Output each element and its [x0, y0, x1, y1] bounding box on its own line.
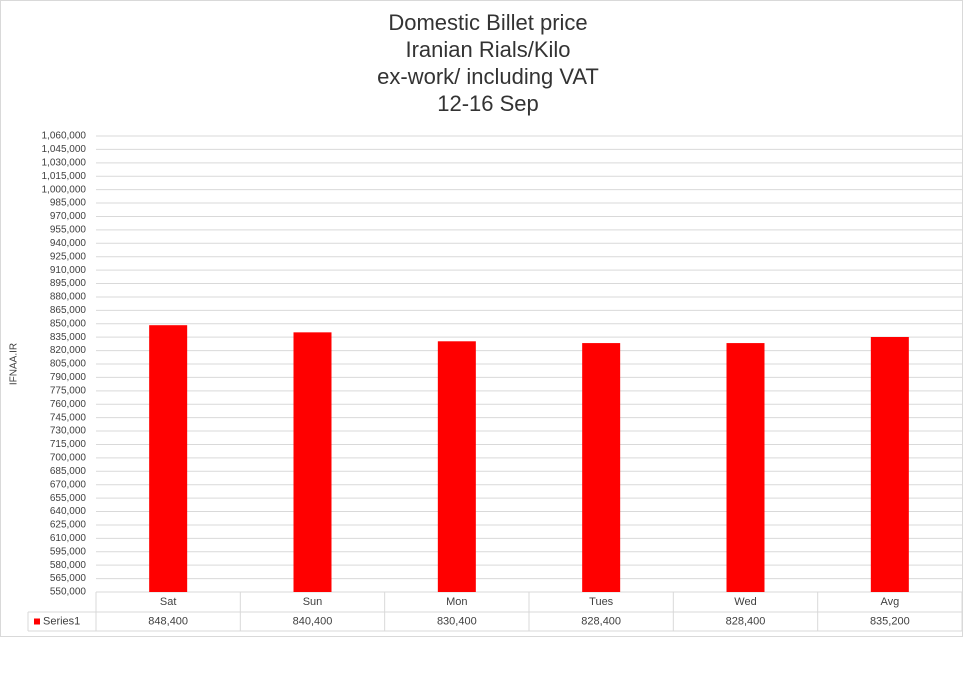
- y-tick-label: 655,000: [50, 493, 87, 504]
- value-label: 840,400: [293, 615, 333, 627]
- chart-title: ex-work/ including VAT: [377, 64, 599, 89]
- y-tick-label: 940,000: [50, 238, 87, 249]
- y-tick-label: 880,000: [50, 292, 87, 303]
- bar: [870, 336, 909, 592]
- x-tick-label: Sat: [160, 596, 177, 608]
- value-label: 828,400: [581, 615, 621, 627]
- bar: [149, 325, 188, 592]
- value-label: 848,400: [148, 615, 188, 627]
- y-tick-label: 865,000: [50, 305, 87, 316]
- x-tick-label: Sun: [303, 596, 323, 608]
- y-tick-label: 805,000: [50, 359, 87, 370]
- y-tick-label: 745,000: [50, 412, 87, 423]
- y-tick-label: 565,000: [50, 573, 87, 584]
- y-tick-label: 1,045,000: [42, 144, 87, 155]
- x-tick-label: Tues: [589, 596, 614, 608]
- value-label: 828,400: [726, 615, 766, 627]
- y-axis-label: IFNAA.IR: [9, 343, 20, 385]
- bar: [726, 343, 765, 592]
- y-tick-label: 670,000: [50, 479, 87, 490]
- y-tick-label: 1,000,000: [42, 184, 87, 195]
- x-tick-label: Mon: [446, 596, 467, 608]
- y-tick-label: 985,000: [50, 198, 87, 209]
- y-tick-label: 895,000: [50, 278, 87, 289]
- y-tick-label: 910,000: [50, 265, 87, 276]
- y-tick-label: 850,000: [50, 318, 87, 329]
- y-tick-label: 1,060,000: [42, 131, 87, 142]
- bar: [437, 341, 476, 592]
- y-tick-label: 625,000: [50, 520, 87, 531]
- y-tick-label: 580,000: [50, 560, 87, 571]
- y-tick-label: 715,000: [50, 439, 87, 450]
- y-tick-label: 610,000: [50, 533, 87, 544]
- y-tick-label: 550,000: [50, 587, 87, 598]
- y-tick-label: 970,000: [50, 211, 87, 222]
- y-tick-label: 955,000: [50, 225, 87, 236]
- y-tick-label: 1,015,000: [42, 171, 87, 182]
- y-tick-label: 595,000: [50, 546, 87, 557]
- y-tick-label: 700,000: [50, 453, 87, 464]
- y-tick-label: 835,000: [50, 332, 87, 343]
- y-tick-label: 790,000: [50, 372, 87, 383]
- bar: [582, 343, 621, 592]
- y-tick-label: 730,000: [50, 426, 87, 437]
- legend-key: [34, 618, 40, 625]
- y-tick-label: 925,000: [50, 251, 87, 262]
- y-tick-label: 685,000: [50, 466, 87, 477]
- y-tick-label: 640,000: [50, 506, 87, 517]
- y-tick-label: 775,000: [50, 385, 87, 396]
- y-tick-label: 820,000: [50, 345, 87, 356]
- y-tick-label: 760,000: [50, 399, 87, 410]
- chart-title: 12-16 Sep: [437, 91, 539, 116]
- chart-title: Iranian Rials/Kilo: [405, 37, 570, 62]
- y-tick-label: 1,030,000: [42, 157, 87, 168]
- legend-label: Series1: [43, 615, 80, 627]
- x-tick-label: Wed: [734, 596, 756, 608]
- value-label: 830,400: [437, 615, 477, 627]
- x-tick-label: Avg: [880, 596, 899, 608]
- bar: [293, 332, 332, 592]
- value-label: 835,200: [870, 615, 910, 627]
- chart-title: Domestic Billet price: [388, 10, 587, 35]
